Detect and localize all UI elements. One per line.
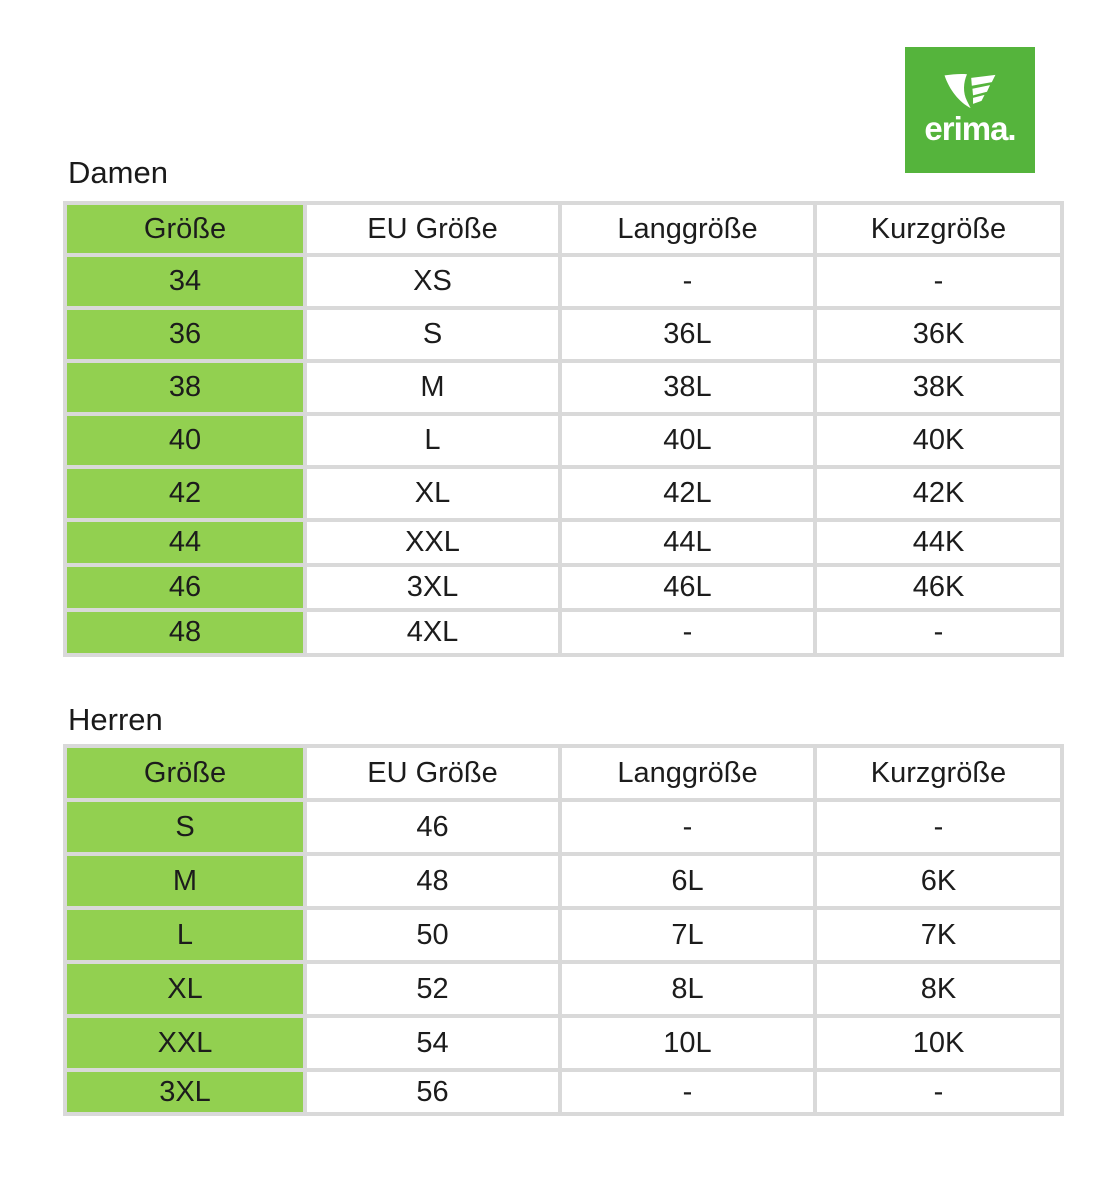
value-cell: 50 xyxy=(303,906,562,964)
value-cell: 44L xyxy=(558,518,817,567)
size-cell: 40 xyxy=(63,412,307,469)
value-cell: 7L xyxy=(558,906,817,964)
size-cell: L xyxy=(63,906,307,964)
erima-logo: erima. xyxy=(905,47,1035,173)
header-cell-kurzgroesse: Kurzgröße xyxy=(813,201,1064,257)
value-cell: 46 xyxy=(303,798,562,856)
value-cell: - xyxy=(813,608,1064,657)
table-row: 34 XS - - xyxy=(63,253,1064,310)
value-cell: 44K xyxy=(813,518,1064,567)
table-row: XL 52 8L 8K xyxy=(63,960,1064,1018)
size-cell: 34 xyxy=(63,253,307,310)
value-cell: XXL xyxy=(303,518,562,567)
value-cell: - xyxy=(558,253,817,310)
value-cell: - xyxy=(558,608,817,657)
value-cell: M xyxy=(303,359,562,416)
value-cell: 8L xyxy=(558,960,817,1018)
value-cell: 54 xyxy=(303,1014,562,1072)
header-cell-groesse: Größe xyxy=(63,201,307,257)
value-cell: 46K xyxy=(813,563,1064,612)
value-cell: - xyxy=(813,253,1064,310)
size-cell: 42 xyxy=(63,465,307,522)
value-cell: 3XL xyxy=(303,563,562,612)
value-cell: 42L xyxy=(558,465,817,522)
table-row: 36 S 36L 36K xyxy=(63,306,1064,363)
value-cell: 36L xyxy=(558,306,817,363)
size-cell: 44 xyxy=(63,518,307,567)
table-row: 44 XXL 44L 44K xyxy=(63,518,1064,567)
header-cell-langgroesse: Langgröße xyxy=(558,201,817,257)
table-row: 46 3XL 46L 46K xyxy=(63,563,1064,612)
value-cell: 48 xyxy=(303,852,562,910)
header-cell-kurzgroesse: Kurzgröße xyxy=(813,744,1064,802)
value-cell: 40L xyxy=(558,412,817,469)
size-cell: S xyxy=(63,798,307,856)
value-cell: - xyxy=(558,1068,817,1116)
herren-size-table: Größe EU Größe Langgröße Kurzgröße S 46- - M 48… xyxy=(63,744,1064,1116)
value-cell: 40K xyxy=(813,412,1064,469)
value-cell: 6K xyxy=(813,852,1064,910)
erima-wing-icon xyxy=(944,73,996,109)
value-cell: - xyxy=(813,1068,1064,1116)
value-cell: 42K xyxy=(813,465,1064,522)
value-cell: XS xyxy=(303,253,562,310)
value-cell: 38K xyxy=(813,359,1064,416)
herren-header-row: Größe EU Größe Langgröße Kurzgröße xyxy=(63,744,1064,802)
value-cell: 7K xyxy=(813,906,1064,964)
size-cell: XXL xyxy=(63,1014,307,1072)
value-cell: 10L xyxy=(558,1014,817,1072)
value-cell: 52 xyxy=(303,960,562,1018)
size-cell: M xyxy=(63,852,307,910)
value-cell: 4XL xyxy=(303,608,562,657)
value-cell: XL xyxy=(303,465,562,522)
value-cell: S xyxy=(303,306,562,363)
damen-size-table: Größe EU Größe Langgröße Kurzgröße 34 XS - -36… xyxy=(63,201,1064,657)
table-row: L 50 7L 7K xyxy=(63,906,1064,964)
table-row: M 48 6L 6K xyxy=(63,852,1064,910)
header-cell-eu-groesse: EU Größe xyxy=(303,744,562,802)
header-cell-langgroesse: Langgröße xyxy=(558,744,817,802)
herren-section-title: Herren xyxy=(68,702,163,737)
value-cell: L xyxy=(303,412,562,469)
header-cell-eu-groesse: EU Größe xyxy=(303,201,562,257)
size-cell: XL xyxy=(63,960,307,1018)
size-cell: 48 xyxy=(63,608,307,657)
damen-header-row: Größe EU Größe Langgröße Kurzgröße xyxy=(63,201,1064,257)
erima-wordmark: erima. xyxy=(924,110,1016,147)
value-cell: 36K xyxy=(813,306,1064,363)
size-cell: 38 xyxy=(63,359,307,416)
table-row: 3XL 56- - xyxy=(63,1068,1064,1116)
value-cell: 38L xyxy=(558,359,817,416)
table-row: 48 4XL - - xyxy=(63,608,1064,657)
value-cell: 56 xyxy=(303,1068,562,1116)
table-row: 38 M 38L 38K xyxy=(63,359,1064,416)
size-cell: 3XL xyxy=(63,1068,307,1116)
header-cell-groesse: Größe xyxy=(63,744,307,802)
value-cell: - xyxy=(558,798,817,856)
table-row: S 46- - xyxy=(63,798,1064,856)
size-cell: 46 xyxy=(63,563,307,612)
value-cell: 10K xyxy=(813,1014,1064,1072)
damen-section-title: Damen xyxy=(68,155,168,190)
value-cell: 46L xyxy=(558,563,817,612)
value-cell: 6L xyxy=(558,852,817,910)
table-row: 42 XL 42L 42K xyxy=(63,465,1064,522)
size-cell: 36 xyxy=(63,306,307,363)
value-cell: 8K xyxy=(813,960,1064,1018)
table-row: XXL 54 10L 10K xyxy=(63,1014,1064,1072)
value-cell: - xyxy=(813,798,1064,856)
table-row: 40 L 40L 40K xyxy=(63,412,1064,469)
